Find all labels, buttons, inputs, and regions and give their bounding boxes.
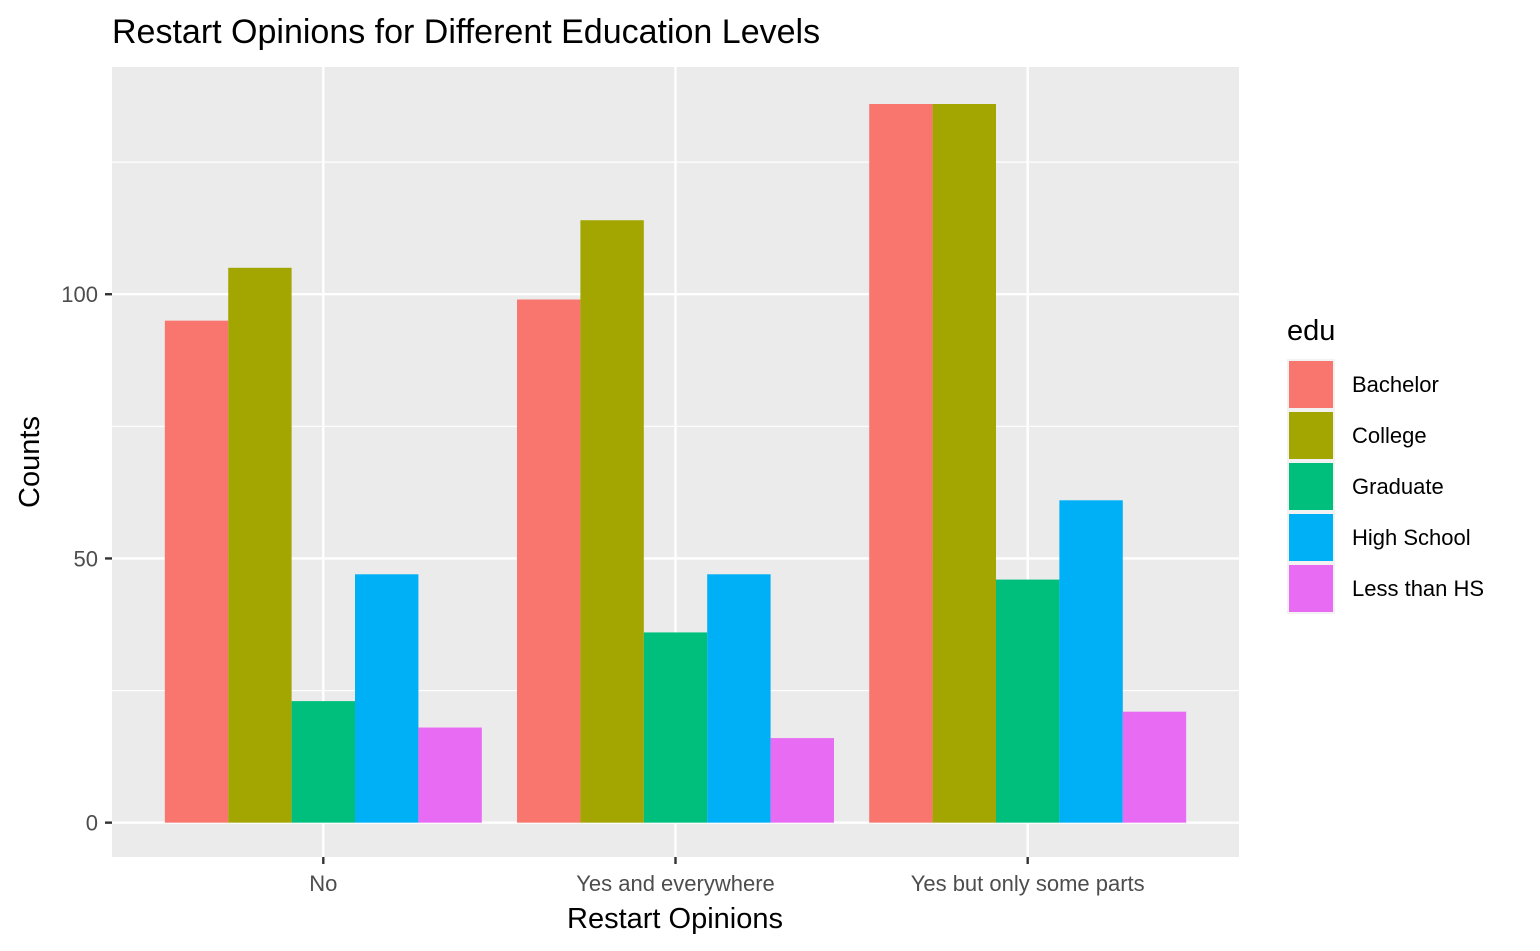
chart-title: Restart Opinions for Different Education…	[112, 13, 820, 51]
bar	[707, 574, 771, 823]
y-tick-label: 0	[86, 811, 98, 836]
bar	[869, 103, 933, 823]
y-tick-label: 50	[74, 546, 98, 571]
bar	[291, 701, 356, 823]
bar	[995, 579, 1060, 823]
bar	[164, 320, 229, 823]
legend-items: Bachelor College Graduate High School Less t…	[1287, 359, 1484, 614]
bar	[580, 220, 644, 823]
bar	[1059, 500, 1123, 823]
x-axis: No Yes and everywhere Yes but only some pa…	[309, 857, 1145, 896]
legend-label: High School	[1352, 525, 1471, 550]
bar	[355, 574, 419, 823]
legend-label: College	[1352, 423, 1427, 448]
x-tick-label: No	[309, 871, 337, 896]
y-tick-label: 100	[61, 282, 98, 307]
legend-label: Graduate	[1352, 474, 1444, 499]
legend-swatch	[1289, 463, 1333, 510]
x-axis-title: Restart Opinions	[567, 903, 783, 935]
bar	[643, 632, 708, 823]
y-axis: 0 50 100	[61, 282, 112, 836]
bars	[164, 103, 1187, 823]
legend-title: edu	[1287, 315, 1335, 347]
bar	[932, 103, 996, 823]
bar	[517, 299, 581, 823]
x-tick-label: Yes but only some parts	[911, 871, 1145, 896]
legend-swatch	[1289, 565, 1333, 612]
bar	[418, 727, 482, 823]
y-axis-title: Counts	[14, 416, 46, 508]
legend-label: Less than HS	[1352, 576, 1484, 601]
bar	[770, 738, 834, 823]
legend-swatch	[1289, 514, 1333, 561]
x-tick-label: Yes and everywhere	[576, 871, 775, 896]
legend-swatch	[1289, 361, 1333, 408]
bar	[1122, 711, 1187, 823]
legend-swatch	[1289, 412, 1333, 459]
legend: edu Bachelor College Graduate High School Le…	[1287, 315, 1484, 614]
legend-label: Bachelor	[1352, 372, 1439, 397]
bar	[228, 267, 292, 823]
